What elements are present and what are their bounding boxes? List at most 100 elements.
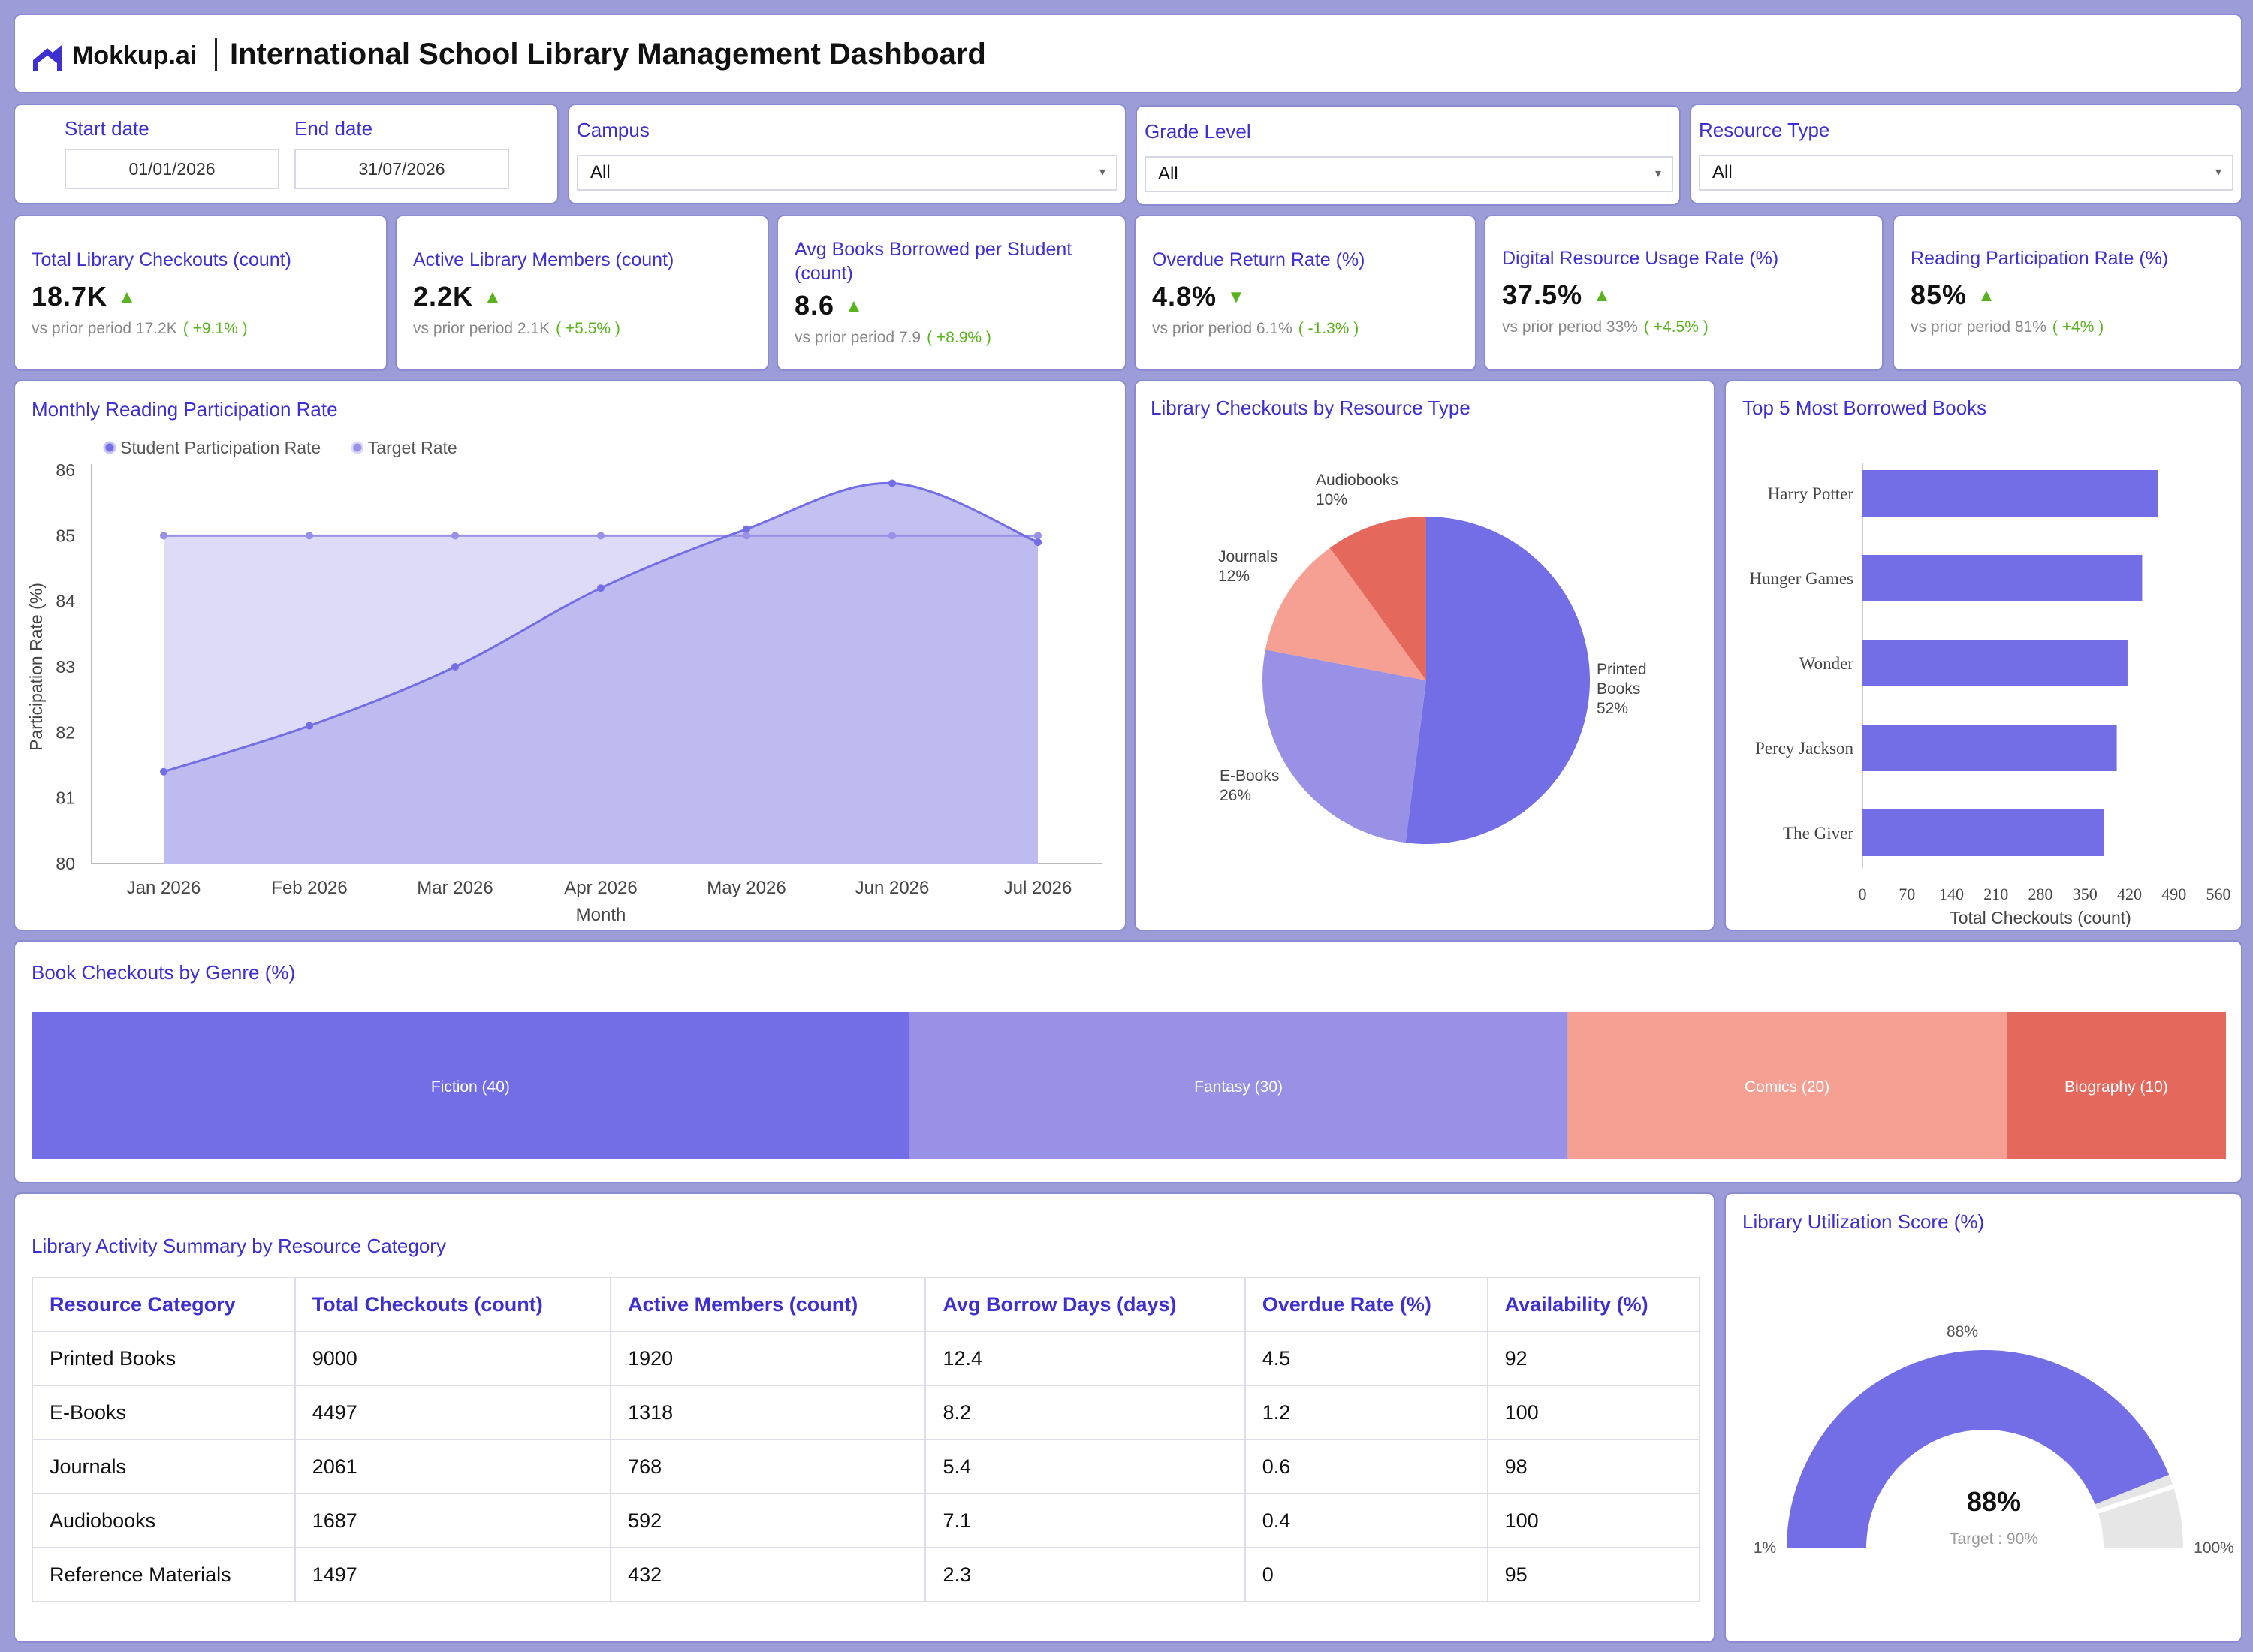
genre-chart-card: Book Checkouts by Genre (%) Fiction (40)… bbox=[14, 940, 2242, 1183]
gauge-value-arc bbox=[1787, 1350, 2170, 1548]
kpi-value: 8.6 ▲ bbox=[795, 290, 864, 321]
pie-slice-label: Printed Books 52% bbox=[1597, 661, 1647, 717]
table-cell: 7.1 bbox=[924, 1493, 1246, 1548]
x-tick-label: Apr 2026 bbox=[564, 878, 637, 898]
bar-category-label: Harry Potter bbox=[1768, 484, 1854, 503]
table-row: Reference Materials 1497 432 2.3 0 95 bbox=[32, 1547, 1701, 1602]
genre-segment bbox=[909, 1012, 1568, 1159]
activity-table-card: Library Activity Summary by Resource Cat… bbox=[14, 1192, 1715, 1643]
column-header[interactable]: Resource Category bbox=[32, 1277, 296, 1332]
pie-slice-label: Journals 12% bbox=[1218, 548, 1277, 585]
kpi-value: 37.5% ▲ bbox=[1502, 279, 1612, 310]
x-tick-label: May 2026 bbox=[707, 878, 786, 898]
table-cell: 592 bbox=[610, 1493, 927, 1548]
table-cell: E-Books bbox=[32, 1385, 296, 1440]
x-tick-label: 210 bbox=[1983, 885, 2008, 903]
table-cell: Reference Materials bbox=[32, 1547, 296, 1602]
kpi-comparison: vs prior period 81%( +4% ) bbox=[1911, 318, 2104, 336]
target-point bbox=[1034, 532, 1042, 540]
grade-value: All bbox=[1158, 164, 1178, 184]
pie-label-text: Books bbox=[1597, 680, 1640, 698]
kpi-comparison: vs prior period 7.9( +8.9% ) bbox=[795, 329, 991, 346]
table-row: Audiobooks 1687 592 7.1 0.4 100 bbox=[32, 1493, 1701, 1548]
end-date-input[interactable]: 31/07/2026 bbox=[294, 149, 509, 189]
student-point bbox=[743, 525, 750, 533]
pie-label-text: 52% bbox=[1597, 700, 1628, 717]
kpi-card: Reading Participation Rate (%) 85% ▲ vs p… bbox=[1893, 215, 2242, 371]
start-date-input[interactable]: 01/01/2026 bbox=[65, 149, 279, 189]
table-title: Library Activity Summary by Resource Cat… bbox=[32, 1234, 446, 1257]
chevron-down-icon: ▾ bbox=[1099, 166, 1105, 179]
resource-type-label: Resource Type bbox=[1699, 119, 1830, 141]
participation-area-chart: Student Participation Rate Target Rate 80 8… bbox=[26, 438, 1102, 925]
table-cell: 0 bbox=[1244, 1547, 1488, 1602]
pie-slice bbox=[1262, 650, 1426, 843]
column-header[interactable]: Avg Borrow Days (days) bbox=[924, 1277, 1246, 1332]
column-header[interactable]: Overdue Rate (%) bbox=[1244, 1277, 1488, 1332]
genre-segment bbox=[32, 1012, 909, 1159]
grade-select[interactable]: All ▾ bbox=[1145, 156, 1673, 192]
genre-segment-label: Comics (20) bbox=[1745, 1078, 1829, 1096]
chart-legend: Student Participation Rate Target Rate bbox=[103, 438, 457, 457]
bar bbox=[1862, 640, 2128, 686]
table-cell: 100 bbox=[1486, 1385, 1701, 1440]
bar bbox=[1862, 725, 2117, 771]
genre-segment bbox=[2006, 1012, 2226, 1159]
target-point bbox=[743, 532, 750, 540]
column-header[interactable]: Total Checkouts (count) bbox=[294, 1277, 612, 1332]
kpi-comparison: vs prior period 33%( +4.5% ) bbox=[1502, 318, 1709, 336]
table-cell: 12.4 bbox=[924, 1331, 1246, 1386]
bar-category-label: Wonder bbox=[1799, 654, 1854, 673]
utilization-gauge-card: Library Utilization Score (%) 88% 88% Targ… bbox=[1724, 1192, 2242, 1643]
bar bbox=[1862, 555, 2143, 601]
end-date-label: End date bbox=[294, 117, 373, 140]
chart-title: Library Utilization Score (%) bbox=[1742, 1210, 1985, 1233]
gauge-value: 88% bbox=[1967, 1486, 2021, 1517]
y-tick-label: 84 bbox=[56, 592, 75, 611]
genre-segment-label: Fantasy (30) bbox=[1194, 1078, 1283, 1096]
top-books-card: Top 5 Most Borrowed Books Harry Potter Hu… bbox=[1724, 380, 2242, 931]
table-cell: 1318 bbox=[610, 1385, 927, 1440]
table-cell: Audiobooks bbox=[32, 1493, 296, 1548]
campus-label: Campus bbox=[577, 119, 650, 141]
kpi-label: Digital Resource Usage Rate (%) bbox=[1502, 248, 1779, 269]
table-cell: Printed Books bbox=[32, 1331, 296, 1386]
resource-pie-card: Library Checkouts by Resource Type Print… bbox=[1134, 380, 1715, 931]
kpi-label: Overdue Return Rate (%) bbox=[1152, 249, 1365, 270]
gauge-max-label: 100% bbox=[2194, 1539, 2234, 1557]
y-tick-label: 85 bbox=[56, 526, 75, 545]
gauge-remaining-arc bbox=[2095, 1474, 2183, 1548]
genre-segment-label: Fiction (40) bbox=[431, 1078, 510, 1096]
genre-segment bbox=[1567, 1012, 2007, 1159]
logo-text: Mokkup.ai bbox=[72, 41, 198, 70]
top-books-bar-chart: Harry Potter Hunger Games Wonder Percy Jack… bbox=[1749, 463, 2231, 927]
x-axis-title: Month bbox=[576, 905, 626, 925]
target-point bbox=[160, 532, 167, 540]
table-cell: Journals bbox=[32, 1439, 296, 1494]
chart-title: Library Checkouts by Resource Type bbox=[1151, 396, 1470, 419]
resource-filter-card: Resource Type All ▾ bbox=[1690, 104, 2242, 204]
trend-up-icon: ▲ bbox=[845, 296, 864, 316]
legend-marker bbox=[351, 441, 364, 454]
table-cell: 1920 bbox=[610, 1331, 927, 1386]
campus-select[interactable]: All ▾ bbox=[577, 155, 1117, 191]
table-cell: 9000 bbox=[294, 1331, 612, 1386]
y-axis-title: Participation Rate (%) bbox=[26, 583, 46, 751]
header-bar: Mokkup.ai International School Library M… bbox=[14, 14, 2242, 93]
kpi-label: Reading Participation Rate (%) bbox=[1911, 248, 2169, 269]
table-cell: 8.2 bbox=[924, 1385, 1246, 1440]
pie-label-text: Printed bbox=[1597, 661, 1647, 678]
x-tick-label: Mar 2026 bbox=[417, 878, 493, 898]
grade-filter-card: Grade Level All ▾ bbox=[1136, 105, 1681, 206]
table-cell: 98 bbox=[1486, 1439, 1701, 1494]
y-tick-label: 80 bbox=[56, 854, 75, 873]
x-tick-label: 0 bbox=[1859, 885, 1867, 903]
x-axis-title: Total Checkouts (count) bbox=[1950, 908, 2131, 927]
column-header[interactable]: Availability (%) bbox=[1486, 1277, 1701, 1332]
trend-up-icon: ▲ bbox=[1977, 285, 1996, 306]
kpi-comparison: vs prior period 2.1K( +5.5% ) bbox=[413, 320, 620, 337]
column-header[interactable]: Active Members (count) bbox=[610, 1277, 927, 1332]
resource-type-select[interactable]: All ▾ bbox=[1699, 155, 2233, 191]
y-tick-label: 83 bbox=[56, 657, 75, 677]
kpi-card: Active Library Members (count) 2.2K ▲ vs … bbox=[395, 215, 769, 371]
